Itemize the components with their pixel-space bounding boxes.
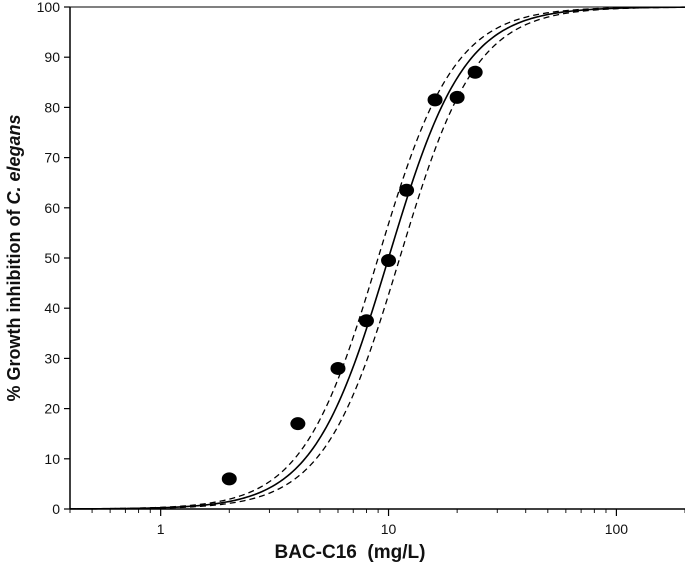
- y-tick-label: 100: [37, 0, 61, 15]
- data-point: [221, 472, 237, 486]
- data-point: [449, 90, 465, 104]
- y-tick-label: 40: [44, 300, 60, 316]
- data-point: [330, 361, 346, 375]
- x-axis-ticks: 1 10 100: [69, 509, 685, 537]
- y-axis-title: % Growth inhibition of C. elegans: [4, 114, 24, 401]
- data-points: [221, 65, 483, 486]
- data-point: [381, 254, 397, 268]
- y-tick-label: 60: [44, 200, 60, 216]
- y-tick-label: 20: [44, 401, 60, 417]
- x-tick-label: 1: [157, 521, 165, 537]
- y-tick-label: 80: [44, 99, 60, 115]
- y-tick-label: 70: [44, 150, 60, 166]
- data-point: [399, 183, 415, 197]
- plot-frame: [69, 6, 685, 510]
- y-tick-label: 50: [44, 250, 60, 266]
- y-tick-label: 10: [44, 451, 60, 467]
- fit-curve: [70, 6, 685, 510]
- x-tick-label: 10: [381, 521, 397, 537]
- x-tick-label: 100: [605, 521, 629, 537]
- data-point: [427, 93, 443, 107]
- y-tick-label: 0: [52, 501, 60, 517]
- x-axis-title: BAC-C16 (mg/L): [275, 542, 426, 563]
- confidence-band-upper: [69, 6, 685, 510]
- y-tick-label: 30: [44, 350, 60, 366]
- y-axis-title-species: C. elegans: [4, 114, 24, 204]
- y-axis-title-main: % Growth inhibition of: [4, 205, 24, 402]
- y-axis-ticks: 0 10 20 30 40 50 60 70 80 90 100: [37, 0, 70, 517]
- data-point: [358, 314, 374, 328]
- data-point: [290, 417, 306, 431]
- fit-curves: [69, 6, 685, 510]
- data-point: [467, 65, 483, 79]
- y-tick-label: 90: [44, 49, 60, 65]
- confidence-band-lower: [70, 6, 685, 510]
